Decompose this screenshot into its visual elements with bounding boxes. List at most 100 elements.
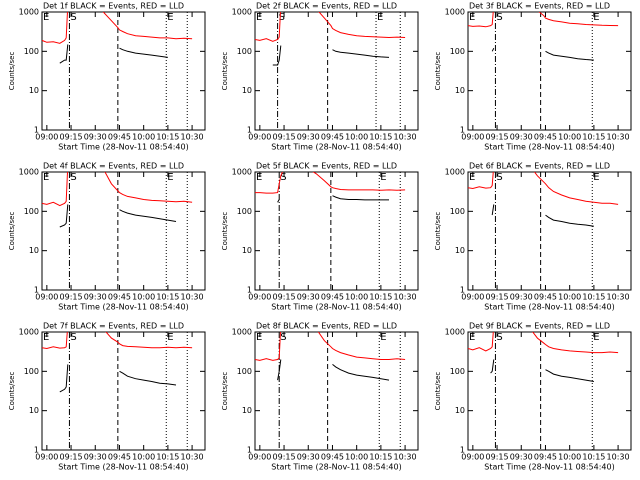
- annotation: E: [380, 172, 386, 183]
- annotation: E: [593, 12, 599, 23]
- x-axis-label: Start Time (28-Nov-11 08:54:40): [484, 143, 614, 152]
- annotation: E: [469, 332, 475, 343]
- series-line: [255, 172, 406, 194]
- x-tick-label: 10:30: [181, 453, 204, 462]
- panel-title: Det 7f BLACK = Events, RED = LLD: [43, 322, 184, 331]
- x-tick-label: 10:15: [582, 453, 605, 462]
- series-group: [255, 12, 406, 66]
- series-group: [42, 172, 193, 228]
- x-tick-label: 09:00: [461, 133, 484, 142]
- x-tick-label: 10:00: [132, 453, 155, 462]
- y-tick-label: 1000: [19, 168, 39, 177]
- x-tick-label: 09:45: [534, 133, 557, 142]
- x-tick-label: 10:30: [181, 293, 204, 302]
- x-tick-label: 10:00: [558, 453, 581, 462]
- annotation: E: [43, 172, 49, 183]
- y-tick-label: 10: [455, 86, 465, 95]
- y-tick-label: 1: [34, 446, 39, 455]
- plot-frame: [254, 171, 419, 291]
- x-tick-label: 09:30: [84, 293, 107, 302]
- series-line: [277, 195, 389, 203]
- x-tick-label: 09:15: [486, 133, 509, 142]
- x-tick-label: 09:15: [486, 293, 509, 302]
- y-tick-label: 1: [34, 126, 39, 135]
- x-tick-label: 10:00: [132, 133, 155, 142]
- annotation: E: [256, 332, 262, 343]
- series-group: [468, 12, 619, 61]
- annotation: E: [377, 12, 383, 23]
- x-tick-label: 09:00: [248, 293, 271, 302]
- x-tick-label: 09:00: [35, 453, 58, 462]
- x-tick-label: 10:15: [582, 293, 605, 302]
- x-tick-label: 09:00: [461, 293, 484, 302]
- x-tick-label: 10:15: [582, 133, 605, 142]
- x-tick-label: 10:30: [607, 293, 630, 302]
- plot-frame: [467, 11, 632, 131]
- annotation: E: [593, 332, 599, 343]
- plot-frame: [41, 11, 206, 131]
- plot-frame: [41, 171, 206, 291]
- x-tick-label: 10:00: [558, 133, 581, 142]
- panel-title: Det 3f BLACK = Events, RED = LLD: [469, 2, 610, 11]
- x-axis-label: Start Time (28-Nov-11 08:54:40): [271, 143, 401, 152]
- x-tick-label: 09:30: [297, 453, 320, 462]
- x-tick-label: 10:15: [156, 293, 179, 302]
- y-tick-label: 10: [242, 86, 252, 95]
- x-tick-label: 09:45: [321, 133, 344, 142]
- x-tick-label: 10:30: [181, 133, 204, 142]
- series-line: [490, 359, 594, 382]
- series-line: [42, 12, 193, 44]
- annotation: E: [380, 332, 386, 343]
- plot-frame: [467, 171, 632, 291]
- series-group: [42, 332, 193, 393]
- y-tick-label: 1: [34, 286, 39, 295]
- y-tick-label: 100: [237, 47, 252, 56]
- annotation: S: [496, 332, 502, 343]
- annotation: E: [469, 172, 475, 183]
- x-axis-label: Start Time (28-Nov-11 08:54:40): [58, 143, 188, 152]
- annotation: E: [469, 12, 475, 23]
- y-tick-label: 1000: [445, 168, 465, 177]
- panel: Det 6f BLACK = Events, RED = LLD Start Ti…: [434, 162, 632, 312]
- annotation: S: [70, 172, 76, 183]
- x-tick-label: 09:15: [273, 133, 296, 142]
- y-tick-label: 1000: [232, 168, 252, 177]
- y-tick-label: 1000: [445, 328, 465, 337]
- y-tick-label: 100: [237, 207, 252, 216]
- x-tick-label: 09:30: [297, 133, 320, 142]
- x-tick-label: 09:00: [461, 453, 484, 462]
- series-line: [42, 172, 193, 207]
- panel-title: Det 6f BLACK = Events, RED = LLD: [469, 162, 610, 171]
- x-tick-label: 09:15: [60, 293, 83, 302]
- y-tick-label: 1: [460, 126, 465, 135]
- series-line: [255, 12, 406, 42]
- y-tick-label: 1: [247, 286, 252, 295]
- x-tick-label: 09:30: [84, 453, 107, 462]
- y-tick-label: 1: [460, 286, 465, 295]
- y-axis-label: Counts/sec: [434, 212, 442, 251]
- x-tick-label: 09:45: [108, 133, 131, 142]
- annotation: E: [256, 12, 262, 23]
- x-tick-label: 10:15: [156, 453, 179, 462]
- series-line: [59, 204, 177, 228]
- x-tick-label: 10:15: [156, 133, 179, 142]
- series-line: [468, 332, 619, 354]
- panel-title: Det 9f BLACK = Events, RED = LLD: [469, 322, 610, 331]
- annotation: S: [70, 12, 76, 23]
- x-tick-label: 09:00: [248, 453, 271, 462]
- y-tick-label: 1000: [19, 8, 39, 17]
- annotation: E: [43, 332, 49, 343]
- x-tick-label: 09:15: [60, 133, 83, 142]
- annotation: E: [43, 12, 49, 23]
- panel: Det 4f BLACK = Events, RED = LLD Start Ti…: [8, 162, 206, 312]
- x-tick-label: 09:30: [297, 293, 320, 302]
- x-tick-label: 09:30: [510, 453, 533, 462]
- x-axis-label: Start Time (28-Nov-11 08:54:40): [58, 463, 188, 472]
- x-tick-label: 09:00: [248, 133, 271, 142]
- panel: Det 7f BLACK = Events, RED = LLD Start Ti…: [8, 322, 206, 472]
- series-line: [42, 332, 193, 350]
- annotation: E: [167, 332, 173, 343]
- panel-title: Det 1f BLACK = Events, RED = LLD: [43, 2, 184, 11]
- plot-frame: [41, 331, 206, 451]
- x-tick-label: 10:00: [345, 453, 368, 462]
